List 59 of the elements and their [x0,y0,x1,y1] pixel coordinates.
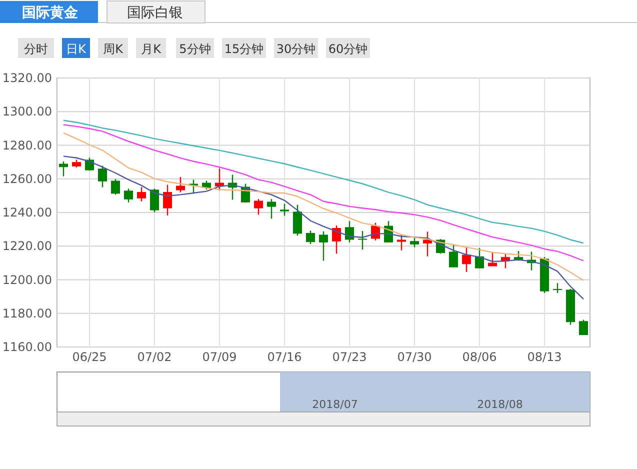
candlestick [423,231,432,257]
y-tick-label: 1240.00 [2,206,52,220]
candlestick [306,230,315,245]
x-tick-label: 08/13 [527,350,562,364]
y-tick-label: 1320.00 [2,71,52,85]
candlestick [488,252,497,267]
text: 国际黄金 [22,5,79,21]
candlestick [332,224,341,254]
candlestick [449,244,458,268]
text: 2018/08 [477,398,523,411]
text: 5分钟 [179,42,211,56]
x-tick-label: 07/09 [202,350,237,364]
y-tick-label: 1260.00 [2,172,52,186]
candlestick [280,203,289,216]
text: 分时 [24,42,48,56]
candlestick [293,204,302,236]
x-tick-label: 06/25 [72,350,107,364]
text: 月K [141,42,162,56]
candlestick [111,178,120,196]
candlestick [150,188,159,213]
candlestick [137,186,146,202]
text: 2018/07 [312,398,358,411]
y-tick-label: 1300.00 [2,104,52,119]
text: 30分钟 [276,42,316,56]
candlestick [163,184,172,216]
candlestick [98,165,107,188]
x-tick-label: 07/02 [137,350,172,364]
line-series [62,156,584,300]
candlestick [215,168,224,191]
x-tick-label: 08/06 [462,350,497,364]
text: 周K [103,42,124,56]
y-tick-label: 1200.00 [2,272,52,287]
x-tick-label: 07/30 [397,350,432,364]
candlestick [462,246,471,273]
candlestick [176,176,185,193]
y-tick-label: 1180.00 [2,306,52,320]
candlestick [358,230,367,250]
text: 15分钟 [224,42,264,56]
candlestick [319,230,328,262]
candlestick [475,247,484,269]
y-tick-label: 1160.00 [2,340,52,354]
y-tick-label: 1280.00 [2,138,52,152]
x-tick-label: 07/23 [332,350,367,364]
candlestick [124,188,133,204]
line-series [62,132,584,282]
candlestick [397,234,406,251]
candlestick [410,236,419,248]
x-tick-label: 07/16 [267,350,302,364]
candlestick [579,319,588,336]
y-tick-label: 1220.00 [2,239,52,254]
line-series [62,124,584,262]
text: 日K [66,42,88,56]
candlestick [59,160,68,177]
candlestick [267,198,276,220]
text: 60分钟 [328,42,368,56]
line-series [62,120,584,244]
text: 国际白银 [127,5,183,21]
candlestick [553,282,562,294]
candlestick [254,198,263,216]
